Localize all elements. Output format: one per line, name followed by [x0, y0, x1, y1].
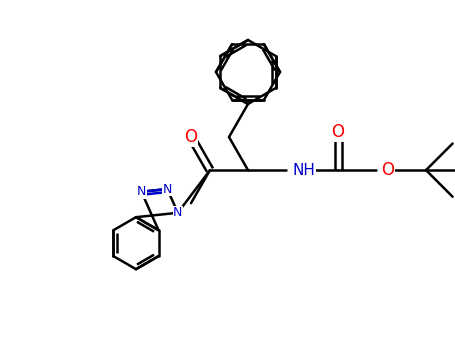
Text: N: N — [136, 185, 146, 198]
Text: N: N — [162, 183, 172, 196]
Text: O: O — [381, 161, 394, 179]
Text: N: N — [173, 206, 182, 219]
Text: O: O — [184, 128, 197, 146]
Text: NH: NH — [292, 163, 315, 177]
Text: O: O — [332, 123, 344, 141]
